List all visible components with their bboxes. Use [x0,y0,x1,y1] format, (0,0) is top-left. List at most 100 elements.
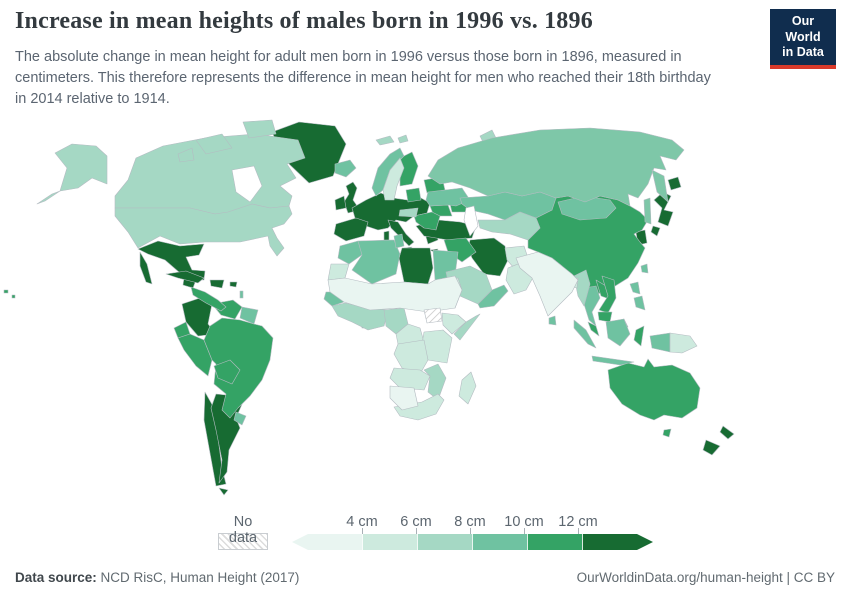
region-central-america-south[interactable] [190,286,227,312]
owid-logo[interactable]: Our World in Data [770,9,836,69]
region-borneo[interactable] [605,318,631,347]
region-angola-zambia[interactable] [389,367,431,391]
region-baja-california[interactable] [139,251,153,285]
region-libya[interactable] [398,247,434,285]
region-java[interactable] [591,355,635,366]
legend-tick-8cm: 8 cm [454,514,486,530]
region-central-asia[interactable] [477,211,541,241]
region-namibia-botswana[interactable] [389,385,419,411]
region-new-zealand-north[interactable] [719,425,735,440]
region-hispaniola[interactable] [209,279,225,289]
region-aleutians[interactable] [36,190,61,205]
legend-tickline-5 [578,528,579,536]
region-west-papua[interactable] [649,332,671,353]
region-cuba[interactable] [165,270,205,284]
region-kamchatka[interactable] [651,169,669,203]
region-united-states[interactable] [114,203,293,257]
legend-no-data-label: No data [228,514,258,546]
region-baltics[interactable] [405,187,422,203]
region-tunisia[interactable] [393,233,405,249]
region-cambodia[interactable] [597,311,613,323]
region-south-africa[interactable] [393,393,445,421]
region-iceland[interactable] [334,159,357,178]
region-morocco[interactable] [337,240,364,265]
legend-segment-4[interactable] [472,534,527,550]
owid-logo-line1: Our World [785,14,821,44]
region-malaysia-peninsula[interactable] [587,321,600,337]
region-ukraine[interactable] [425,187,471,207]
region-russia[interactable] [427,127,685,207]
legend-cap-left[interactable] [292,534,308,550]
region-australia[interactable] [607,358,701,421]
legend-tick-4cm: 4 cm [346,514,378,530]
legend-segment-5[interactable] [527,534,582,550]
region-peru[interactable] [177,333,213,377]
region-taiwan[interactable] [640,263,649,274]
bin-russia [427,127,685,225]
legend-segment-1[interactable] [308,534,362,550]
region-central-europe-light[interactable] [398,207,419,218]
region-uruguay[interactable] [233,411,247,426]
region-philippines-mindanao[interactable] [633,295,646,311]
region-finland[interactable] [399,151,419,187]
legend-segment-2[interactable] [362,534,417,550]
region-arctic-island-1[interactable] [195,133,233,155]
legend-cap-right[interactable] [637,534,653,550]
region-western-sahara[interactable] [327,263,350,281]
legend-segment-3[interactable] [417,534,472,550]
region-india[interactable] [515,251,579,317]
legend-segment-6[interactable] [582,534,637,550]
legend-no-data: No data [218,514,268,550]
bin-10-12 [3,151,701,438]
region-alaska[interactable] [54,143,108,192]
region-tasmania[interactable] [662,428,672,438]
region-sardinia[interactable] [383,230,390,241]
region-svalbard-2[interactable] [397,134,409,144]
region-brazil[interactable] [203,317,274,419]
region-pacific-island-1[interactable] [3,289,9,294]
region-arctic-island-2[interactable] [242,119,277,139]
region-norway[interactable] [371,147,405,197]
region-svalbard-1[interactable] [375,135,395,146]
region-japan-hokkaido[interactable] [667,176,682,191]
region-balkans[interactable] [413,211,441,231]
region-sulawesi[interactable] [633,325,645,347]
region-sahel[interactable] [327,275,463,313]
region-sweden[interactable] [382,157,405,201]
legend-no-data-swatch[interactable] [218,533,268,550]
region-new-zealand-south[interactable] [702,439,721,456]
region-thailand[interactable] [583,285,601,327]
region-ireland[interactable] [334,195,347,211]
region-philippines-luzon[interactable] [629,281,641,295]
region-mexico[interactable] [137,240,206,281]
region-pacific-island-2[interactable] [11,294,16,299]
region-italy[interactable] [387,219,415,247]
region-iberia[interactable] [333,217,369,242]
bin-under-4 [327,251,579,411]
region-puerto-rico[interactable] [229,281,238,288]
bin-no-data [423,307,443,324]
region-south-sudan[interactable] [423,307,443,324]
region-japan-kyushu[interactable] [650,225,661,237]
region-bolivia[interactable] [213,359,241,385]
region-somalia[interactable] [453,313,481,341]
region-papua-new-guinea[interactable] [669,332,698,354]
owid-link[interactable]: OurWorldinData.org/human-height | CC BY [576,570,835,585]
region-ethiopia[interactable] [441,312,467,335]
region-syria-iraq[interactable] [443,237,477,263]
bin-6-8 [36,119,591,401]
legend-tick-6cm: 6 cm [400,514,432,530]
region-tierra-del-fuego[interactable] [218,487,229,496]
data-source-label: Data source: [15,570,97,585]
legend-tickline-1 [362,528,363,536]
region-lesser-antilles[interactable] [239,290,244,299]
region-sakhalin[interactable] [643,197,652,225]
region-guyanas[interactable] [239,306,259,325]
region-sri-lanka[interactable] [548,315,557,326]
region-madagascar[interactable] [458,371,477,405]
chart-footer: Data source: NCD RisC, Human Height (201… [15,570,835,585]
region-arctic-island-3[interactable] [177,147,195,163]
caspian-sea [463,205,479,237]
region-sumatra[interactable] [573,319,597,349]
